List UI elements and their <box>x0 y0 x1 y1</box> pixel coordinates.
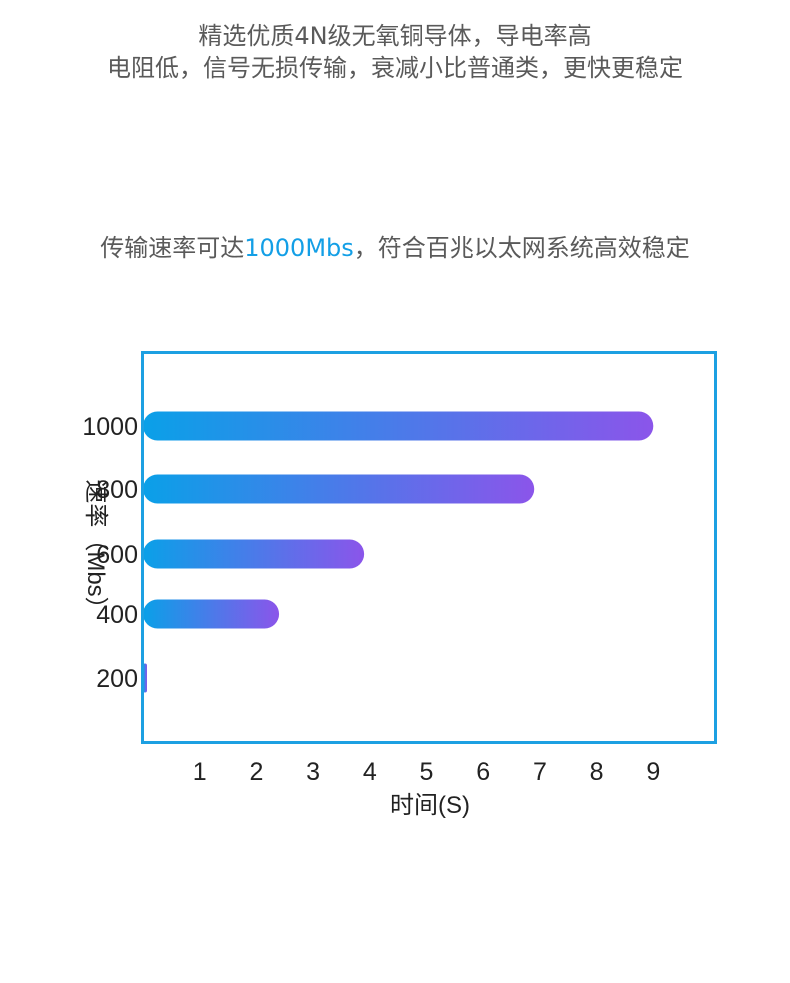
bar-1000 <box>143 411 654 441</box>
y-tick-800: 800 <box>96 476 138 504</box>
x-tick-6: 6 <box>476 758 490 786</box>
intro-line-2: 电阻低，信号无损传输，衰减小比普通类，更快更稳定 <box>107 54 683 82</box>
x-tick-4: 4 <box>363 758 377 786</box>
headline-highlight: 1000Mbs <box>244 234 354 262</box>
x-tick-3: 3 <box>306 758 320 786</box>
intro-line-1: 精选优质4N级无氧铜导体，导电率高 <box>198 22 592 50</box>
headline: 传输速率可达1000Mbs，符合百兆以太网系统高效稳定 <box>0 230 790 266</box>
x-tick-1: 1 <box>193 758 207 786</box>
y-tick-200: 200 <box>96 665 138 693</box>
x-tick-labels: 1 2 3 4 5 6 7 8 9 <box>193 758 661 786</box>
intro-text: 精选优质4N级无氧铜导体，导电率高 电阻低，信号无损传输，衰减小比普通类，更快更… <box>0 20 790 84</box>
x-tick-5: 5 <box>420 758 434 786</box>
y-tick-600: 600 <box>96 541 138 569</box>
y-tick-400: 400 <box>96 601 138 629</box>
bar-800 <box>143 474 535 504</box>
x-tick-9: 9 <box>646 758 660 786</box>
x-tick-2: 2 <box>249 758 263 786</box>
x-tick-7: 7 <box>533 758 547 786</box>
headline-suffix: ，符合百兆以太网系统高效稳定 <box>353 234 690 262</box>
x-axis-label: 时间(S) <box>390 792 470 819</box>
y-tick-1000: 1000 <box>82 413 138 441</box>
y-axis-label: 速率（Mbs） <box>82 479 109 620</box>
y-tick-labels: 1000 800 600 400 200 <box>82 413 138 693</box>
bar-400 <box>143 599 280 629</box>
headline-prefix: 传输速率可达 <box>100 234 245 262</box>
chart-frame <box>141 351 717 744</box>
x-tick-8: 8 <box>590 758 604 786</box>
bars-group <box>143 411 654 693</box>
bar-600 <box>143 539 365 569</box>
